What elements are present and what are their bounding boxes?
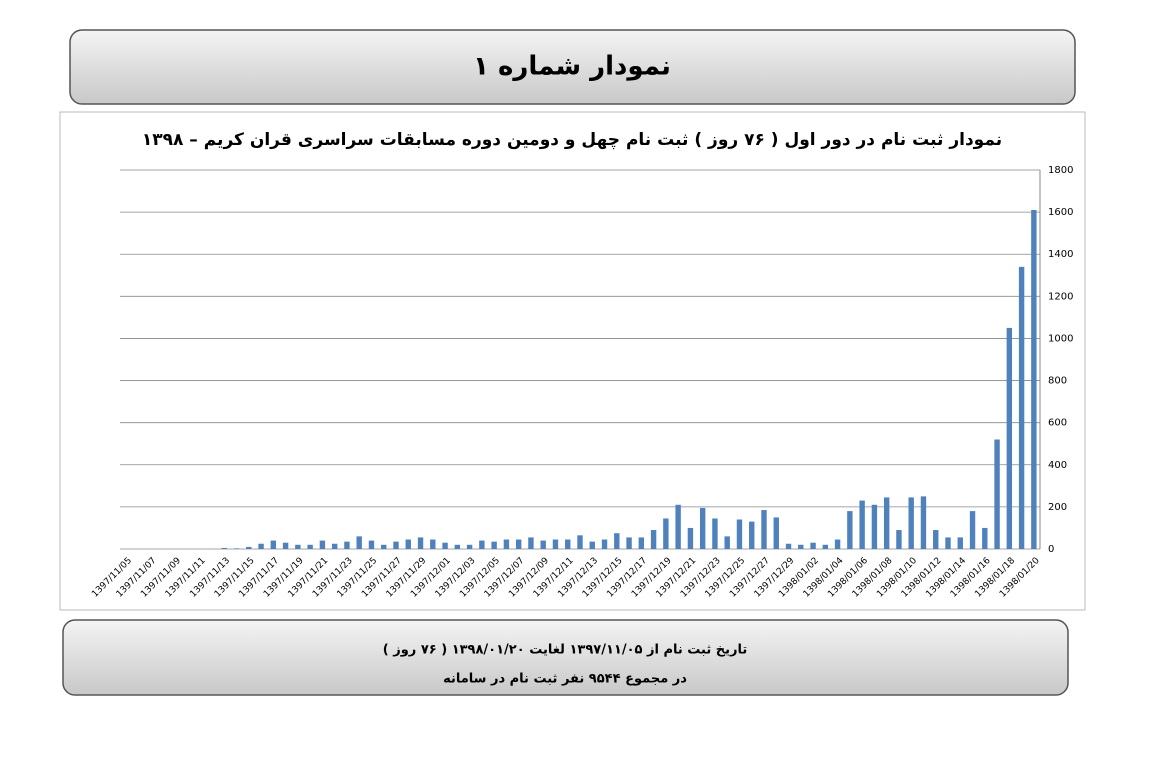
bar [736, 519, 743, 549]
bar [368, 540, 375, 549]
bar [982, 527, 988, 549]
bar [565, 539, 571, 549]
bar [1031, 210, 1037, 549]
bar [1006, 327, 1013, 549]
bar [601, 539, 608, 549]
y-tick-label: 200 [1048, 502, 1067, 513]
footer-line: در مجموع ۹۵۴۴ نفر ثبت نام در سامانه [443, 672, 687, 687]
y-tick-label: 1800 [1048, 165, 1073, 176]
bar [331, 543, 338, 549]
bar [515, 539, 522, 549]
footer-box [62, 619, 1069, 696]
bar [957, 537, 963, 549]
bar [933, 530, 939, 549]
bar [319, 540, 326, 549]
bar [626, 537, 632, 549]
bar [295, 544, 301, 549]
footer-line: تاریخ ثبت نام از ۱۳۹۷/۱۱/۰۵ لغایت ۱۳۹۸/۰… [383, 643, 747, 658]
bar [822, 544, 829, 549]
chart-title: نمودار ثبت نام در دور اول ( ۷۶ روز ) ثبت… [142, 130, 1002, 150]
bar [491, 541, 497, 549]
bar [675, 504, 681, 549]
bar [834, 539, 841, 549]
bar [430, 539, 436, 549]
bar [454, 544, 461, 549]
bar [503, 539, 510, 549]
bar [221, 547, 227, 549]
bar [896, 530, 902, 549]
bar [859, 500, 865, 549]
bar [356, 536, 362, 549]
bar [1018, 266, 1025, 549]
y-tick-label: 800 [1048, 376, 1067, 387]
bar [577, 535, 583, 549]
bar [393, 541, 399, 549]
bar [847, 511, 853, 549]
bar [442, 542, 448, 549]
bar [614, 533, 620, 549]
bar [307, 544, 313, 549]
bar [417, 537, 424, 549]
y-tick-label: 1000 [1048, 333, 1073, 344]
bar [282, 542, 289, 549]
bar [773, 517, 779, 549]
bar [246, 546, 252, 549]
bar [258, 543, 264, 549]
bar [810, 542, 816, 549]
y-tick-label: 0 [1048, 544, 1054, 555]
bar [405, 539, 411, 549]
bar [381, 544, 387, 549]
bar [699, 507, 706, 549]
bar [908, 497, 914, 549]
bar [233, 548, 240, 549]
bar [920, 496, 927, 549]
chart-panel [59, 111, 1086, 611]
header-box [69, 29, 1076, 105]
bar [687, 527, 694, 549]
bar [712, 518, 718, 549]
bar [798, 544, 804, 549]
bar [724, 536, 730, 549]
bar [528, 537, 534, 549]
bar [749, 521, 755, 549]
bar [871, 504, 878, 549]
y-tick-label: 600 [1048, 418, 1067, 429]
bar [994, 439, 1000, 549]
bar [479, 540, 485, 549]
bar [638, 537, 645, 549]
bar [945, 537, 951, 549]
bar [785, 543, 792, 549]
y-tick-label: 400 [1048, 460, 1067, 471]
bar [883, 497, 890, 549]
bar [761, 510, 767, 549]
y-tick-label: 1400 [1048, 249, 1073, 260]
bar [589, 541, 595, 549]
header-title: نمودار شماره ۱ [473, 52, 671, 82]
bar [552, 539, 559, 549]
bar [270, 540, 277, 549]
bar [466, 544, 473, 549]
bar [344, 541, 350, 549]
bar [969, 511, 976, 549]
bar [650, 530, 657, 549]
y-tick-label: 1200 [1048, 291, 1073, 302]
y-tick-label: 1600 [1048, 207, 1073, 218]
bar [663, 518, 669, 549]
bar [540, 540, 546, 549]
